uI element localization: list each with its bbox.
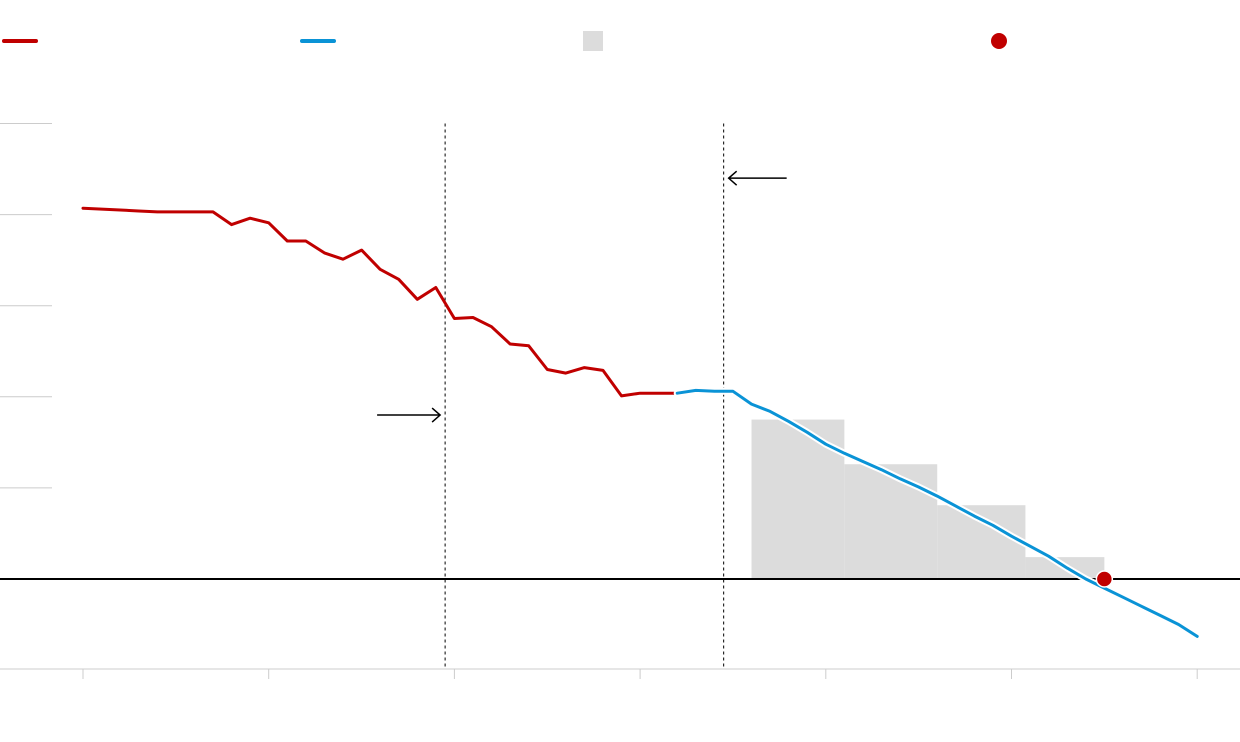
target-band bbox=[751, 419, 1105, 579]
data-lines bbox=[81, 206, 1201, 640]
reference-lines bbox=[377, 123, 787, 669]
projected-line bbox=[675, 388, 1199, 638]
data-points bbox=[1095, 570, 1114, 588]
axes bbox=[0, 578, 1240, 679]
legend-swatch-target_band bbox=[583, 31, 603, 51]
grid-lines bbox=[0, 123, 52, 489]
legend-swatch-net_zero_marker bbox=[991, 33, 1007, 49]
target-band-step-2 bbox=[844, 464, 938, 579]
annotation-arrow-head-2 bbox=[727, 170, 738, 186]
historical-line bbox=[81, 206, 679, 398]
annotation-arrow-head-1 bbox=[431, 407, 442, 423]
net-zero-point bbox=[1095, 570, 1114, 588]
legend bbox=[2, 31, 1007, 51]
